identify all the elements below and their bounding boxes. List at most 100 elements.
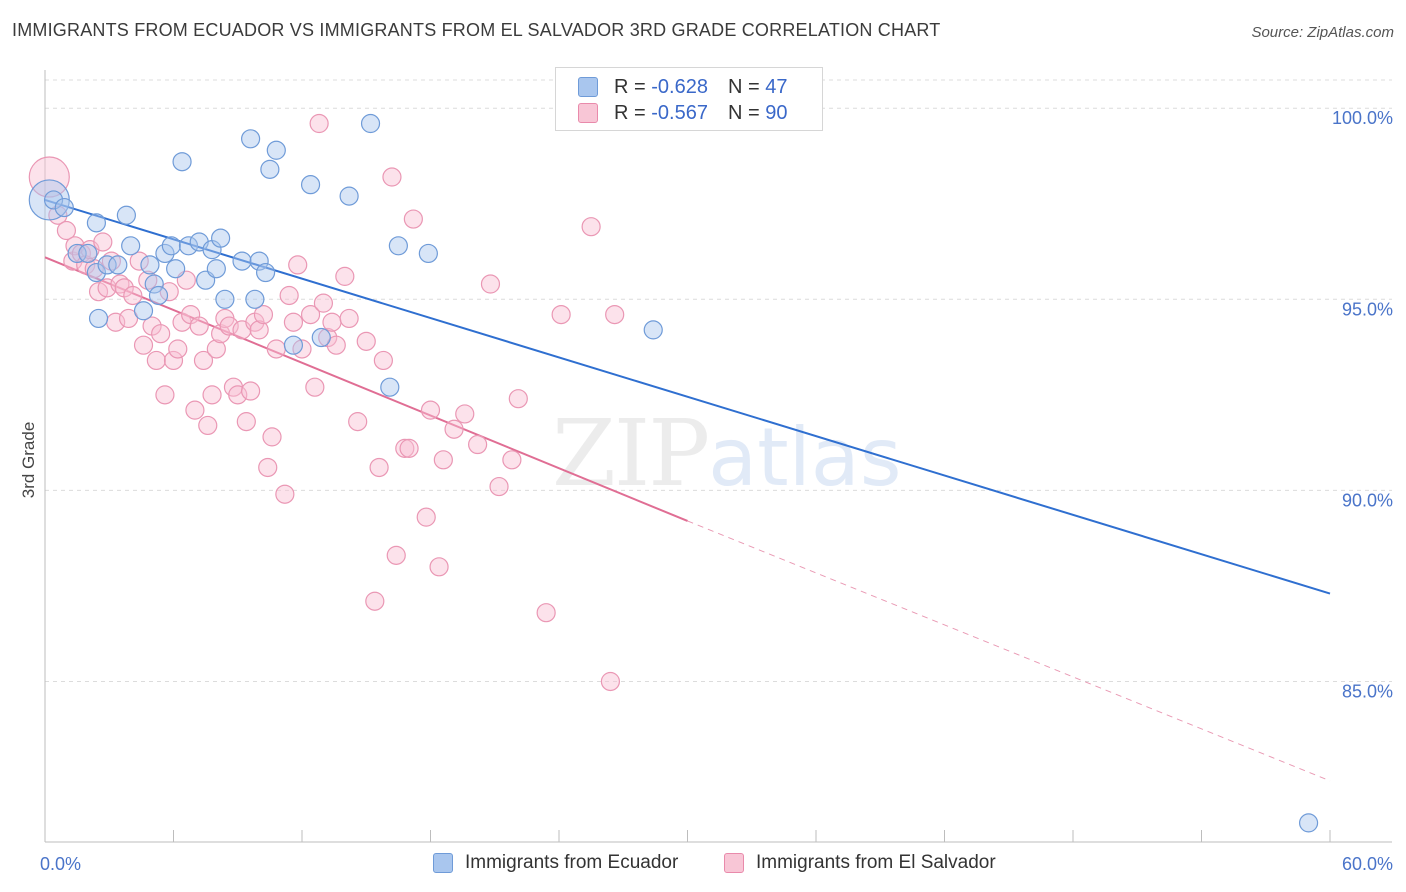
point-0-18 [172, 152, 192, 172]
point-1-78 [444, 419, 464, 439]
point-1-70 [386, 545, 406, 565]
point-1-81 [480, 274, 501, 294]
series-label-ecuador: Immigrants from Ecuador [465, 852, 679, 873]
point-1-65 [356, 331, 376, 351]
point-0-24 [211, 228, 231, 248]
point-1-61 [326, 335, 346, 355]
point-1-24 [159, 282, 179, 302]
legend-row-ecuador: R = -0.628 N = 47 [578, 74, 787, 100]
point-0-16 [161, 236, 181, 256]
point-1-33 [198, 415, 218, 436]
point-1-74 [416, 507, 436, 527]
legend-r-label: R = [614, 101, 652, 124]
chart-title: IMMIGRANTS FROM ECUADOR VS IMMIGRANTS FR… [12, 20, 941, 40]
point-1-51 [279, 285, 299, 306]
data-points [28, 113, 1319, 833]
point-1-55 [300, 304, 321, 325]
point-1-26 [168, 339, 188, 359]
legend-r-value-el-salvador: -0.567 [651, 101, 708, 124]
grid-lines [45, 79, 1392, 682]
point-1-56 [305, 377, 325, 397]
point-1-38 [219, 316, 239, 336]
point-1-25 [163, 350, 184, 371]
point-1-86 [551, 304, 571, 325]
point-0-9 [116, 205, 136, 225]
point-0-28 [245, 289, 265, 309]
point-0-2 [67, 243, 87, 264]
x-tick-label-0: 0.0% [40, 854, 81, 874]
trend-line-dashed-1 [687, 520, 1331, 782]
point-1-77 [433, 450, 453, 470]
point-1-85 [536, 603, 556, 623]
series-legend-el-salvador: Immigrants from El Salvador [724, 852, 996, 874]
large-point-1 [28, 156, 70, 198]
point-1-83 [502, 450, 522, 470]
point-0-10 [121, 236, 141, 256]
point-0-6 [108, 255, 128, 275]
legend-r-value-ecuador: -0.628 [651, 75, 708, 98]
point-0-5 [97, 255, 117, 275]
point-0-32 [266, 140, 286, 160]
point-1-89 [605, 304, 625, 325]
legend-n-label: N = [727, 101, 766, 124]
y-axis-label: 3rd Grade [19, 422, 38, 499]
point-0-39 [388, 236, 408, 256]
point-1-9 [93, 232, 113, 252]
point-1-34 [202, 385, 222, 405]
point-1-52 [283, 312, 304, 332]
point-1-87 [581, 217, 601, 237]
point-0-7 [88, 308, 109, 329]
point-0-11 [133, 301, 154, 321]
point-0-17 [166, 259, 186, 279]
point-1-17 [129, 251, 149, 271]
point-0-33 [283, 335, 304, 355]
point-0-12 [140, 255, 160, 275]
legend-n-value-ecuador: 47 [765, 75, 788, 98]
point-1-76 [429, 557, 449, 577]
legend-swatch-el-salvador [578, 103, 598, 123]
point-0-4 [86, 262, 107, 283]
point-1-35 [206, 339, 226, 359]
point-1-71 [395, 438, 415, 458]
point-1-48 [262, 427, 282, 447]
point-1-1 [56, 220, 77, 241]
point-0-29 [249, 251, 269, 271]
legend-n-value-el-salvador: 90 [765, 101, 788, 124]
point-1-16 [123, 285, 143, 306]
tick-labels: 100.0% 95.0% 90.0% 85.0% 0.0% 60.0% [40, 108, 1393, 874]
point-1-84 [508, 389, 528, 409]
point-1-80 [468, 434, 488, 455]
point-0-25 [215, 289, 235, 309]
point-1-64 [348, 412, 368, 432]
point-0-19 [178, 236, 199, 256]
point-1-50 [275, 484, 295, 504]
point-0-37 [360, 113, 381, 134]
legend-row-el-salvador: R = -0.567 N = 90 [578, 100, 787, 126]
point-1-79 [455, 404, 475, 424]
point-0-23 [206, 259, 226, 279]
point-1-69 [382, 167, 402, 187]
point-0-34 [300, 175, 321, 195]
point-1-73 [403, 209, 423, 229]
point-1-46 [253, 304, 274, 325]
point-1-32 [193, 350, 214, 371]
point-1-31 [189, 316, 209, 336]
y-tick-label-1: 95.0% [1342, 299, 1393, 319]
point-1-43 [241, 381, 261, 401]
point-1-49 [266, 339, 286, 359]
y-tick-label-3: 85.0% [1342, 681, 1393, 701]
correlation-legend: R = -0.628 N = 47 R = -0.567 N = 90 [555, 67, 823, 131]
point-1-68 [373, 350, 393, 371]
point-1-82 [489, 476, 509, 497]
point-0-8 [86, 213, 107, 233]
point-1-60 [322, 312, 342, 332]
point-1-21 [146, 350, 166, 371]
point-0-3 [78, 243, 98, 264]
point-1-72 [399, 438, 419, 458]
point-1-42 [236, 412, 256, 432]
x-tick-label-1: 60.0% [1342, 854, 1393, 874]
point-0-14 [148, 285, 169, 306]
series-legend: Immigrants from Ecuador Immigrants from … [0, 852, 1406, 878]
watermark: ZIPatlas [552, 400, 902, 507]
